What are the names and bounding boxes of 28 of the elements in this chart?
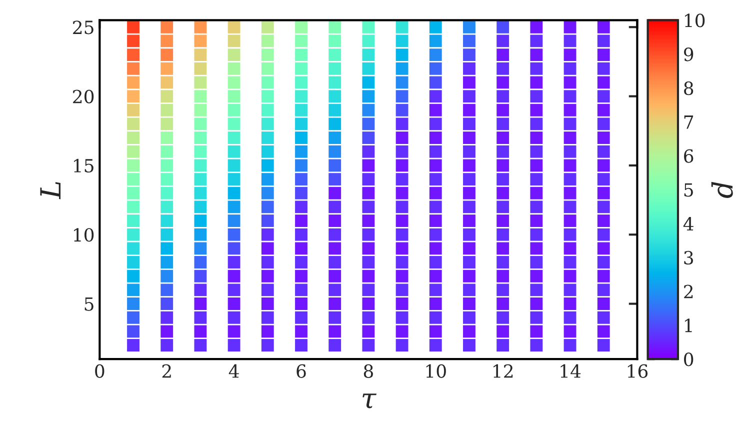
x-tick-label: 0 [95,364,104,378]
x-tick-label: 14 [560,364,581,378]
x-tick-label: 8 [364,364,373,378]
color-bar-label: 3 [684,250,693,265]
x-tick-label: 12 [494,364,513,378]
color-bar-title: d [711,182,733,198]
color-bar-label: 6 [684,149,694,163]
y-tick-label: 5 [84,297,94,311]
x-tick-label: 10 [426,364,446,378]
y-tick-label: 10 [74,228,94,242]
color-bar-label: 10 [685,14,705,28]
color-bar-label: 4 [683,217,694,230]
color-bar-label: 8 [684,81,694,96]
y-tick-label: 15 [74,158,94,173]
x-axis-title: τ [362,394,376,408]
y-tick-label: 20 [73,90,94,104]
y-axis-title: L [40,182,60,200]
color-bar-label: 7 [684,116,694,129]
x-tick-label: 16 [628,364,648,378]
x-tick-label: 4 [228,364,239,378]
x-tick-label: 2 [162,364,171,378]
color-bar-label: 2 [684,284,693,298]
color-bar-label: 0 [684,352,694,366]
color-bar-label: 5 [684,183,693,197]
x-tick-label: 6 [296,364,306,378]
color-bar-label: 1 [685,318,692,332]
y-tick-label: 25 [73,20,94,34]
color-bar-label: 9 [684,48,694,62]
